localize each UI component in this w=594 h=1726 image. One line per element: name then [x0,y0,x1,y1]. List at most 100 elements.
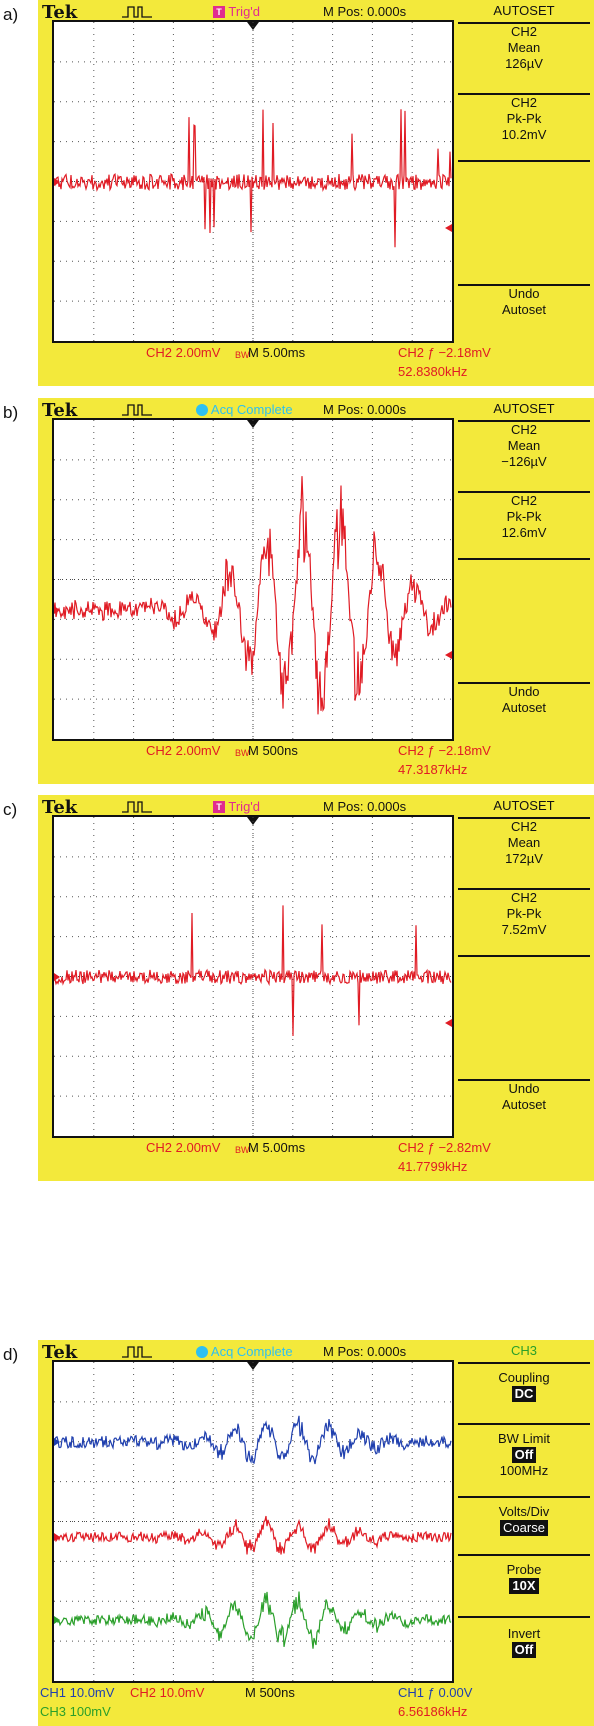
acq-complete-icon: . [196,1346,208,1358]
pkpk-label: Pk-Pk [506,906,542,921]
mean-channel: CH2 [510,819,537,834]
pulse-icon [122,6,152,18]
trigger-frequency: 47.3187kHz [398,762,468,777]
pkpk-label: Pk-Pk [506,509,542,524]
panel-label: a) [3,5,19,24]
menu-item-mean[interactable]: CH2 Mean 126µV [458,22,590,72]
probe-button[interactable]: Probe 10X [458,1554,590,1594]
waveform-graticule [52,418,454,741]
panel-label: d) [3,1345,19,1364]
channel-marker-icon [54,1533,60,1541]
status-text: Acq Complete [210,1344,293,1359]
undo-label: Undo [508,286,540,301]
frequency-bar: CH3 100mV 6.56186kHz [38,1704,594,1722]
mean-value: 126µV [505,56,543,71]
channel-menu: CH3 Coupling DC BW Limit Off 100MHz Volt… [454,1340,594,1683]
pulse-icon [122,404,152,416]
panel-c: c) Tek T Trig'd M Pos: 0.000s AUTOSET CH… [0,795,594,1181]
menu-separator [458,558,590,561]
menu-title: AUTOSET [493,798,555,813]
waveform-trace [54,1415,452,1465]
waveform-trace [54,905,452,1037]
side-menu: AUTOSET CH2 Mean −126µV CH2 Pk-Pk 12.6mV… [454,398,594,741]
menu-title: AUTOSET [493,3,555,18]
status-text: Acq Complete [210,402,293,417]
ch1-scale: CH1 10.0mV [40,1685,115,1700]
autoset-label: Autoset [501,302,547,317]
horizontal-position: M Pos: 0.000s [323,799,407,814]
panel-b: b) Tek . Acq Complete M Pos: 0.000s AUTO… [0,398,594,784]
menu-item-pkpk[interactable]: CH2 Pk-Pk 10.2mV [458,93,590,143]
channel-marker-icon [54,973,60,981]
pkpk-value: 10.2mV [501,127,547,142]
volts-div-label: Volts/Div [498,1504,550,1519]
panel-a: a) Tek T Trig'd M Pos: 0.000s AUTOSET CH… [0,0,594,386]
pkpk-value: 7.52mV [501,922,547,937]
volts-div-value: Coarse [500,1520,548,1536]
bandwidth-limit-indicator: BW [235,748,250,758]
coupling-label: Coupling [498,1370,550,1385]
undo-autoset-button[interactable]: Undo Autoset [458,1079,590,1113]
brand-logo: Tek [42,1342,78,1363]
side-menu: AUTOSET CH2 Mean 126µV CH2 Pk-Pk 10.2mV … [454,0,594,343]
coupling-value: DC [511,1386,537,1402]
pulse-icon [122,1346,152,1358]
scope-screen: Tek . Acq Complete M Pos: 0.000s CH3 Cou… [38,1340,594,1726]
waveform-plot [54,1362,452,1681]
waveform-graticule [52,1360,454,1683]
graticule-grid [54,420,452,739]
pkpk-value: 12.6mV [501,525,547,540]
trigger-badge-icon: T [213,801,225,813]
scope-screen: Tek T Trig'd M Pos: 0.000s AUTOSET CH2 M… [38,795,594,1181]
trigger-readout: CH2 ƒ −2.18mV [398,743,491,758]
menu-separator [458,955,590,958]
menu-separator [458,160,590,163]
menu-item-pkpk[interactable]: CH2 Pk-Pk 12.6mV [458,491,590,541]
pkpk-channel: CH2 [510,890,537,905]
acquisition-status: . Acq Complete [196,1344,293,1359]
pkpk-label: Pk-Pk [506,111,542,126]
mean-label: Mean [507,835,541,850]
channel-scale: CH2 2.00mV [146,345,221,360]
menu-item-mean[interactable]: CH2 Mean 172µV [458,817,590,867]
panel-d: d) Tek . Acq Complete M Pos: 0.000s CH3 … [0,1340,594,1726]
undo-autoset-button[interactable]: Undo Autoset [458,682,590,716]
probe-value: 10X [509,1578,539,1594]
waveform-graticule [52,20,454,343]
invert-button[interactable]: Invert Off [458,1616,590,1658]
channel-marker-icon [54,606,60,614]
undo-autoset-button[interactable]: Undo Autoset [458,284,590,318]
coupling-button[interactable]: Coupling DC [458,1362,590,1402]
frequency-bar: 52.8380kHz [38,364,594,382]
bandwidth-limit-indicator: BW [235,350,250,360]
waveform-trace [54,476,452,715]
probe-label: Probe [506,1562,542,1577]
status-bar: CH2 2.00mV BW M 5.00ms CH2 ƒ −2.18mV [38,345,594,363]
acquisition-status: . Acq Complete [196,402,293,417]
trigger-level-arrow-icon [445,651,452,659]
graticule-grid [54,1362,452,1681]
horizontal-position: M Pos: 0.000s [323,4,407,19]
bw-limit-value: Off [511,1447,537,1463]
volts-div-button[interactable]: Volts/Div Coarse [458,1496,590,1536]
acquisition-status: T Trig'd [213,4,260,19]
status-text: Trig'd [228,799,261,814]
bw-limit-button[interactable]: BW Limit Off 100MHz [458,1423,590,1479]
mean-channel: CH2 [510,422,537,437]
scope-screen: Tek . Acq Complete M Pos: 0.000s AUTOSET… [38,398,594,784]
brand-logo: Tek [42,797,78,818]
mean-value: −126µV [501,454,547,469]
menu-item-pkpk[interactable]: CH2 Pk-Pk 7.52mV [458,888,590,938]
waveform-graticule [52,815,454,1138]
menu-item-mean[interactable]: CH2 Mean −126µV [458,420,590,470]
scope-screen: Tek T Trig'd M Pos: 0.000s AUTOSET CH2 M… [38,0,594,386]
channel-scale: CH2 2.00mV [146,743,221,758]
horizontal-position: M Pos: 0.000s [323,1344,407,1359]
timebase: M 500ns [245,1685,295,1700]
waveform-trace [54,1515,452,1555]
channel-scale: CH2 2.00mV [146,1140,221,1155]
brand-logo: Tek [42,2,78,23]
acquisition-status: T Trig'd [213,799,260,814]
status-bar: CH2 2.00mV BW M 500ns CH2 ƒ −2.18mV [38,743,594,761]
mean-value: 172µV [505,851,543,866]
